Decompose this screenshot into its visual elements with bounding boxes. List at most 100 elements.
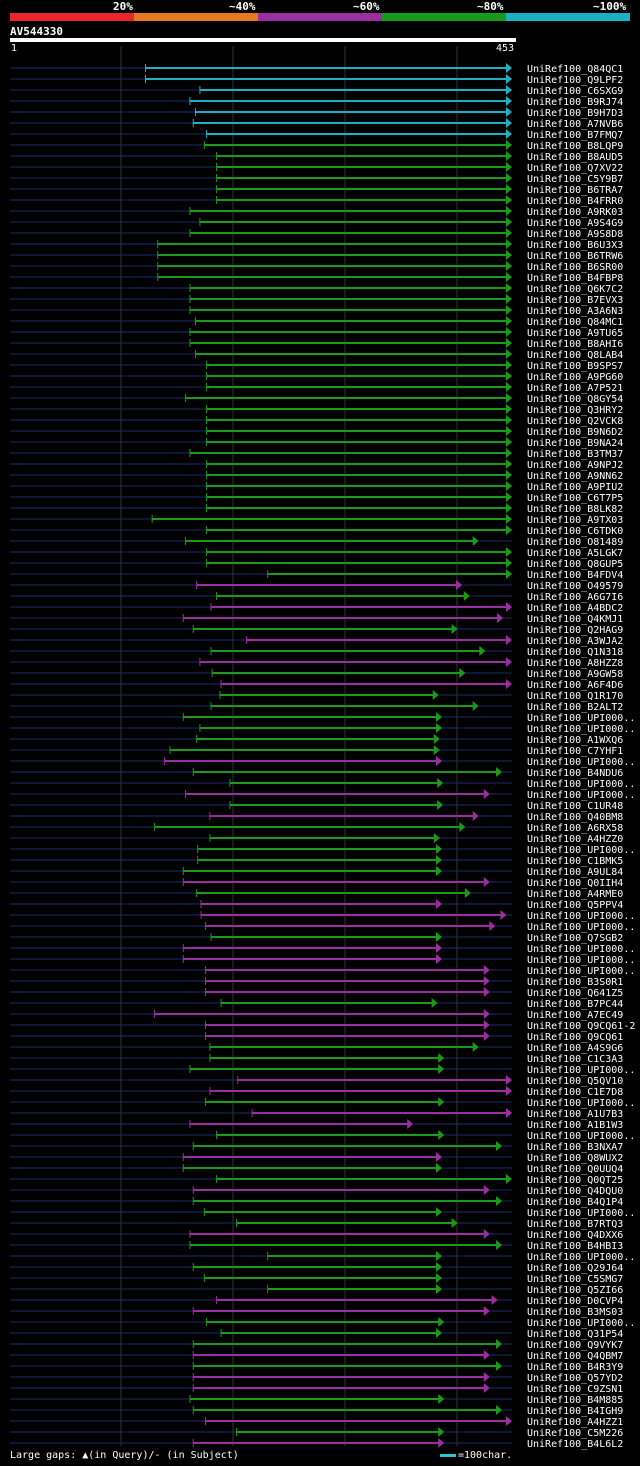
hit-row[interactable]: UniRef100_C7YHF1 xyxy=(10,745,623,757)
hit-row[interactable]: UniRef100_Q40BM8 xyxy=(10,811,623,823)
hit-row[interactable]: UniRef100_A9PIU2 xyxy=(10,481,623,493)
hit-label[interactable]: UniRef100_Q84MC1 xyxy=(527,317,623,328)
hit-row[interactable]: UniRef100_Q4KMJ1 xyxy=(10,613,623,625)
hit-label[interactable]: UniRef100_C1C3A3 xyxy=(527,1054,623,1065)
hit-row[interactable]: UniRef100_A9UL84 xyxy=(10,866,623,878)
hit-label[interactable]: UniRef100_Q1R170 xyxy=(527,691,623,702)
hit-label[interactable]: UniRef100_UPI000.. xyxy=(527,1252,635,1263)
hit-row[interactable]: UniRef100_UPI000.. xyxy=(10,789,635,801)
hit-row[interactable]: UniRef100_C6T7P5 xyxy=(10,492,623,504)
hit-row[interactable]: UniRef100_Q31P54 xyxy=(10,1328,623,1340)
hit-label[interactable]: UniRef100_O49579 xyxy=(527,581,623,592)
hit-row[interactable]: UniRef100_B4FBP8 xyxy=(10,272,623,284)
hit-label[interactable]: UniRef100_A1WXQ6 xyxy=(527,735,623,746)
hit-row[interactable]: UniRef100_C1E7D8 xyxy=(10,1086,623,1098)
hit-row[interactable]: UniRef100_Q8WUX2 xyxy=(10,1152,623,1164)
hit-row[interactable]: UniRef100_A6RX58 xyxy=(10,822,623,834)
hit-row[interactable]: UniRef100_Q8GY54 xyxy=(10,393,623,405)
hit-row[interactable]: UniRef100_C1C3A3 xyxy=(10,1053,623,1065)
hit-label[interactable]: UniRef100_B3MS03 xyxy=(527,1307,623,1318)
hit-row[interactable]: UniRef100_A4S9G6 xyxy=(10,1042,623,1054)
hit-row[interactable]: UniRef100_B8LQP9 xyxy=(10,140,623,152)
hit-label[interactable]: UniRef100_A4RME0 xyxy=(527,889,623,900)
hit-label[interactable]: UniRef100_B4Q1P4 xyxy=(527,1197,623,1208)
hit-row[interactable]: UniRef100_B4IGH9 xyxy=(10,1405,623,1417)
hit-label[interactable]: UniRef100_A4BDC2 xyxy=(527,603,623,614)
hit-row[interactable]: UniRef100_A8HZZ8 xyxy=(10,657,623,669)
hit-label[interactable]: UniRef100_C5Y9B7 xyxy=(527,174,623,185)
hit-label[interactable]: UniRef100_UPI000.. xyxy=(527,1131,635,1142)
hit-label[interactable]: UniRef100_A3A6N3 xyxy=(527,306,623,317)
hit-label[interactable]: UniRef100_Q5PPV4 xyxy=(527,900,623,911)
hit-row[interactable]: UniRef100_B7PC44 xyxy=(10,998,623,1010)
hit-label[interactable]: UniRef100_B4M885 xyxy=(527,1395,623,1406)
hit-label[interactable]: UniRef100_A7EC49 xyxy=(527,1010,623,1021)
hit-label[interactable]: UniRef100_A8HZZ8 xyxy=(527,658,623,669)
hit-row[interactable]: UniRef100_A9S4G9 xyxy=(10,217,623,229)
hit-row[interactable]: UniRef100_Q84MC1 xyxy=(10,316,623,328)
hit-label[interactable]: UniRef100_B4R3Y9 xyxy=(527,1362,623,1373)
hit-row[interactable]: UniRef100_B8LK82 xyxy=(10,503,623,515)
hit-label[interactable]: UniRef100_Q9CQ61-2 xyxy=(527,1021,635,1032)
hit-label[interactable]: UniRef100_Q1N318 xyxy=(527,647,623,658)
hit-row[interactable]: UniRef100_UPI000.. xyxy=(10,1251,635,1263)
hit-row[interactable]: UniRef100_B8AUD5 xyxy=(10,151,623,163)
hit-row[interactable]: UniRef100_B6U3X3 xyxy=(10,239,623,251)
hit-label[interactable]: UniRef100_C9ZSN1 xyxy=(527,1384,623,1395)
hit-row[interactable]: UniRef100_A5LGK7 xyxy=(10,547,623,559)
hit-label[interactable]: UniRef100_B6TRW6 xyxy=(527,251,623,262)
hit-label[interactable]: UniRef100_UPI000.. xyxy=(527,1098,635,1109)
hit-label[interactable]: UniRef100_Q7SGB2 xyxy=(527,933,623,944)
hit-label[interactable]: UniRef100_Q4DQU0 xyxy=(527,1186,623,1197)
hit-row[interactable]: UniRef100_A4BDC2 xyxy=(10,602,623,614)
hit-row[interactable]: UniRef100_B6SR00 xyxy=(10,261,623,273)
hit-row[interactable]: UniRef100_C1BMK5 xyxy=(10,855,623,867)
hit-label[interactable]: UniRef100_A1B1W3 xyxy=(527,1120,623,1131)
hit-label[interactable]: UniRef100_UPI000.. xyxy=(527,790,635,801)
hit-label[interactable]: UniRef100_Q2HAG9 xyxy=(527,625,623,636)
hit-row[interactable]: UniRef100_B2ALT2 xyxy=(10,701,623,713)
hit-row[interactable]: UniRef100_UPI000.. xyxy=(10,921,635,933)
hit-label[interactable]: UniRef100_UPI000.. xyxy=(527,955,635,966)
hit-row[interactable]: UniRef100_B4FRR0 xyxy=(10,195,623,207)
hit-row[interactable]: UniRef100_UPI000.. xyxy=(10,756,635,768)
hit-row[interactable]: UniRef100_B9H7D3 xyxy=(10,107,623,119)
hit-label[interactable]: UniRef100_B9RJ74 xyxy=(527,97,623,108)
hit-row[interactable]: UniRef100_B9N6D2 xyxy=(10,426,623,438)
hit-label[interactable]: UniRef100_B7RTQ3 xyxy=(527,1219,623,1230)
hit-label[interactable]: UniRef100_B9NA24 xyxy=(527,438,623,449)
hit-row[interactable]: UniRef100_A9S8D8 xyxy=(10,228,623,240)
hit-row[interactable]: UniRef100_A9NN62 xyxy=(10,470,623,482)
hit-row[interactable]: UniRef100_UPI000.. xyxy=(10,1064,635,1076)
hit-label[interactable]: UniRef100_A9PG60 xyxy=(527,372,623,383)
hit-row[interactable]: UniRef100_B7EVX3 xyxy=(10,294,623,306)
hit-row[interactable]: UniRef100_Q8LAB4 xyxy=(10,349,623,361)
hit-label[interactable]: UniRef100_Q9LPF2 xyxy=(527,75,623,86)
hit-row[interactable]: UniRef100_A7EC49 xyxy=(10,1009,623,1021)
hit-label[interactable]: UniRef100_B6SR00 xyxy=(527,262,623,273)
hit-label[interactable]: UniRef100_UPI000.. xyxy=(527,779,635,790)
hit-label[interactable]: UniRef100_B3TM37 xyxy=(527,449,623,460)
hit-label[interactable]: UniRef100_Q4KMJ1 xyxy=(527,614,623,625)
hit-label[interactable]: UniRef100_A9NN62 xyxy=(527,471,623,482)
hit-label[interactable]: UniRef100_Q0IIH4 xyxy=(527,878,623,889)
hit-label[interactable]: UniRef100_UPI000.. xyxy=(527,922,635,933)
hit-row[interactable]: UniRef100_UPI000.. xyxy=(10,712,635,724)
hit-label[interactable]: UniRef100_B4FDV4 xyxy=(527,570,623,581)
hit-row[interactable]: UniRef100_Q9LPF2 xyxy=(10,74,623,86)
hit-label[interactable]: UniRef100_B4L6L2 xyxy=(527,1439,623,1450)
hit-row[interactable]: UniRef100_Q2VCK8 xyxy=(10,415,623,427)
hit-label[interactable]: UniRef100_A6F4D6 xyxy=(527,680,623,691)
hit-label[interactable]: UniRef100_D0CVP4 xyxy=(527,1296,623,1307)
hit-row[interactable]: UniRef100_Q6K7C2 xyxy=(10,283,623,295)
hit-label[interactable]: UniRef100_C6SXG9 xyxy=(527,86,623,97)
hit-row[interactable]: UniRef100_Q5QV10 xyxy=(10,1075,623,1087)
hit-row[interactable]: UniRef100_Q4QBM7 xyxy=(10,1350,623,1362)
hit-label[interactable]: UniRef100_Q8GUP5 xyxy=(527,559,623,570)
hit-row[interactable]: UniRef100_B3TM37 xyxy=(10,448,623,460)
hit-label[interactable]: UniRef100_B2ALT2 xyxy=(527,702,623,713)
hit-row[interactable]: UniRef100_Q1N318 xyxy=(10,646,623,658)
hit-row[interactable]: UniRef100_A9TX03 xyxy=(10,514,623,526)
hit-label[interactable]: UniRef100_Q29J64 xyxy=(527,1263,623,1274)
hit-row[interactable]: UniRef100_A3A6N3 xyxy=(10,305,623,317)
